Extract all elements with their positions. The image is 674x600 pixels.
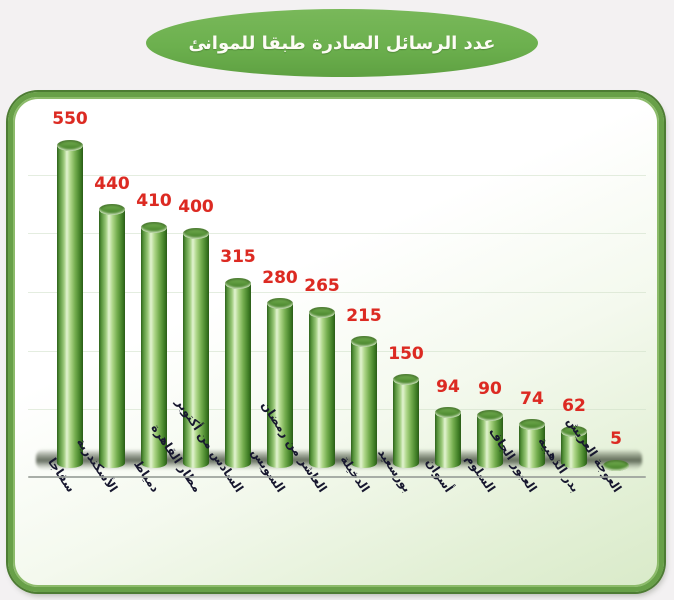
chart-title-bubble: عدد الرسائل الصادرة طبقا للموانئ [146, 9, 538, 77]
chart-title: عدد الرسائل الصادرة طبقا للموانئ [188, 32, 496, 54]
chart-panel [8, 92, 664, 592]
